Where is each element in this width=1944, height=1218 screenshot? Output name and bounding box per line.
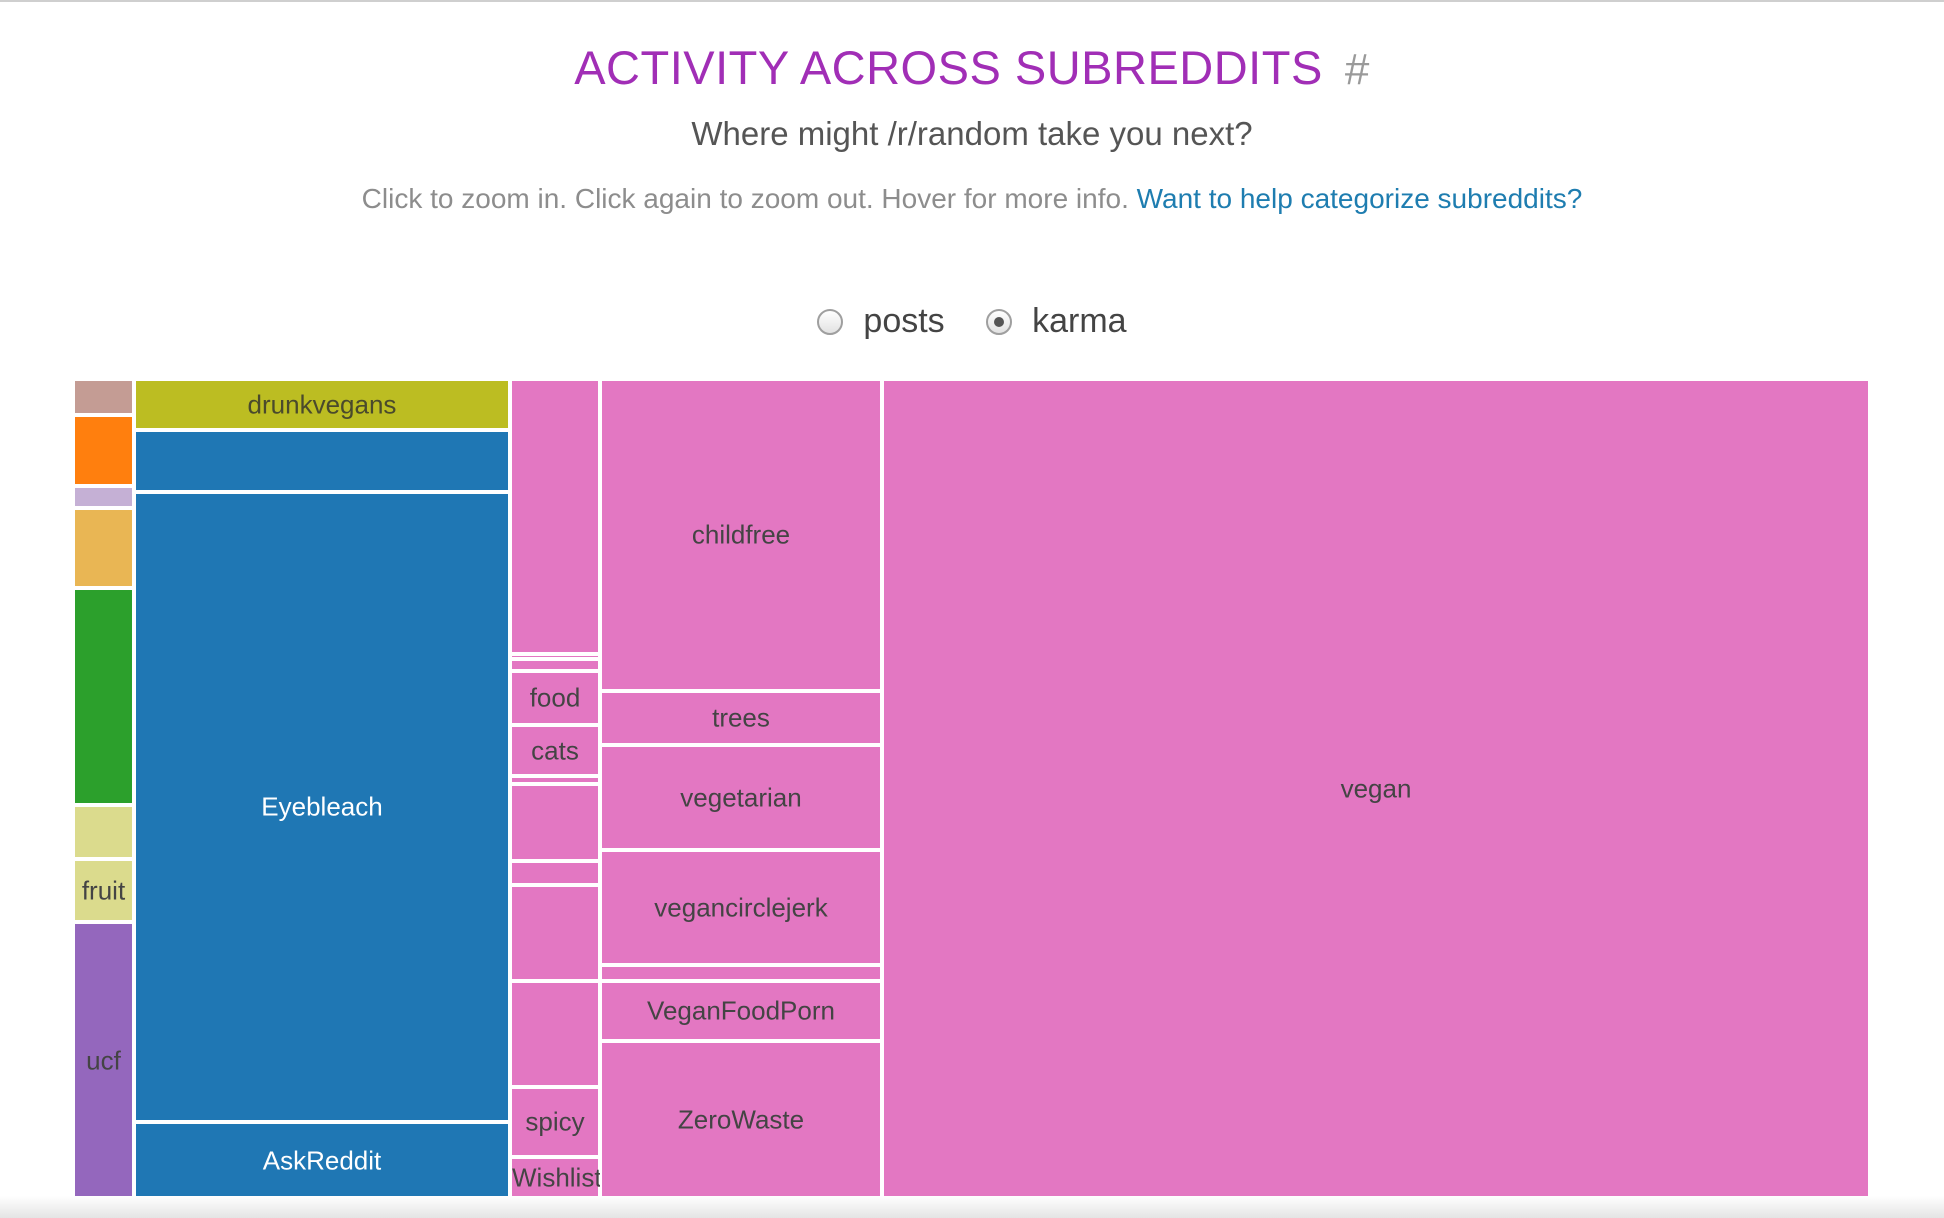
treemap-cell-label: drunkvegans bbox=[247, 389, 397, 419]
metric-toggle: posts karma bbox=[0, 302, 1944, 344]
treemap-cell-col1-row1[interactable] bbox=[134, 430, 510, 492]
page-subtitle: Where might /r/random take you next? bbox=[691, 115, 1253, 152]
treemap-cell-col2-row2[interactable] bbox=[510, 659, 600, 671]
categorize-subreddits-link[interactable]: Want to help categorize subreddits? bbox=[1136, 183, 1583, 214]
help-line: Click to zoom in. Click again to zoom ou… bbox=[0, 183, 1944, 215]
treemap-cell-label: vegancirclejerk bbox=[654, 892, 828, 922]
treemap-cell-vegetarian[interactable]: vegetarian bbox=[600, 745, 882, 850]
treemap-cell-label: ucf bbox=[86, 1045, 121, 1075]
treemap-cell-fruit[interactable]: fruit bbox=[73, 859, 134, 922]
treemap-cell-food[interactable]: food bbox=[510, 671, 600, 725]
treemap-cell-col3-row4[interactable] bbox=[600, 965, 882, 981]
treemap-cell-vegan[interactable]: vegan bbox=[882, 379, 1870, 1199]
treemap-cell-col0-row5[interactable] bbox=[73, 805, 134, 859]
treemap-cell-ucf[interactable]: ucf bbox=[73, 922, 134, 1199]
treemap-cell-zerowaste[interactable]: ZeroWaste bbox=[600, 1041, 882, 1199]
treemap-cell-col2-row1[interactable] bbox=[510, 654, 600, 659]
treemap-cell-label: VeganFoodPorn bbox=[647, 995, 835, 1026]
page-header: ACTIVITY ACROSS SUBREDDITS # Where might … bbox=[0, 40, 1944, 215]
treemap-cell-col0-row3[interactable] bbox=[73, 508, 134, 588]
treemap-cell-col2-row9[interactable] bbox=[510, 981, 600, 1087]
treemap-cell-label: spicy bbox=[525, 1106, 585, 1137]
treemap-cell-cats[interactable]: cats bbox=[510, 725, 600, 776]
treemap-cell-label: Eyebleach bbox=[261, 791, 383, 822]
treemap-cell-col0-row1[interactable] bbox=[73, 415, 134, 486]
help-text: Click to zoom in. Click again to zoom ou… bbox=[361, 183, 1129, 214]
treemap-cell-vegancirclejerk[interactable]: vegancirclejerk bbox=[600, 850, 882, 965]
subreddit-treemap[interactable]: fruit ucf drunkvegans Eyebleach AskReddit foo… bbox=[73, 379, 1870, 1199]
treemap-cell-askreddit[interactable]: AskReddit bbox=[134, 1122, 510, 1199]
title-row: ACTIVITY ACROSS SUBREDDITS # bbox=[0, 40, 1944, 95]
treemap-cell-col2-row0[interactable] bbox=[510, 379, 600, 654]
top-border bbox=[0, 0, 1944, 2]
treemap-cell-drunkvegans[interactable]: drunkvegans bbox=[134, 379, 510, 430]
posts-radio-label: posts bbox=[863, 302, 945, 340]
treemap-cell-label: ZeroWaste bbox=[677, 1104, 805, 1135]
treemap-cell-spicy[interactable]: spicy bbox=[510, 1087, 600, 1157]
treemap-cell-label: fruit bbox=[81, 875, 126, 905]
treemap-cell-col2-row6[interactable] bbox=[510, 784, 600, 861]
treemap-cell-label: cats bbox=[531, 735, 579, 765]
treemap-cell-label: food bbox=[529, 682, 581, 713]
posts-radio-button[interactable] bbox=[817, 308, 844, 335]
treemap-cell-label: Wishlist bbox=[512, 1162, 602, 1193]
page-title: ACTIVITY ACROSS SUBREDDITS bbox=[574, 41, 1323, 94]
treemap-cell-veganfoodporn[interactable]: VeganFoodPorn bbox=[600, 981, 882, 1041]
karma-radio-button[interactable] bbox=[986, 308, 1013, 335]
treemap-cell-childfree[interactable]: childfree bbox=[600, 379, 882, 691]
treemap-cell-trees[interactable]: trees bbox=[600, 691, 882, 745]
treemap-cell-label: childfree bbox=[691, 519, 791, 550]
karma-radio-option[interactable]: karma bbox=[986, 302, 1127, 341]
treemap-cell-col2-row7[interactable] bbox=[510, 861, 600, 885]
treemap-cell-eyebleach[interactable]: Eyebleach bbox=[134, 492, 510, 1122]
treemap-cell-label: vegetarian bbox=[680, 782, 802, 812]
treemap-cell-col0-row4[interactable] bbox=[73, 588, 134, 805]
treemap-cell-label: AskReddit bbox=[262, 1145, 382, 1175]
posts-radio-option[interactable]: posts bbox=[817, 302, 945, 341]
treemap-cell-label: trees bbox=[712, 702, 770, 733]
treemap-cell-col0-row0[interactable] bbox=[73, 379, 134, 415]
treemap-cell-label: vegan bbox=[1340, 773, 1412, 804]
treemap-cell-col2-row5[interactable] bbox=[510, 776, 600, 784]
bottom-fade bbox=[0, 1196, 1944, 1218]
treemap-cell-col2-row8[interactable] bbox=[510, 885, 600, 981]
treemap-cell-col0-row2[interactable] bbox=[73, 486, 134, 508]
karma-radio-label: karma bbox=[1032, 302, 1127, 340]
treemap-cell-wishlist[interactable]: Wishlist bbox=[510, 1157, 602, 1199]
anchor-hash-link[interactable]: # bbox=[1344, 45, 1370, 94]
